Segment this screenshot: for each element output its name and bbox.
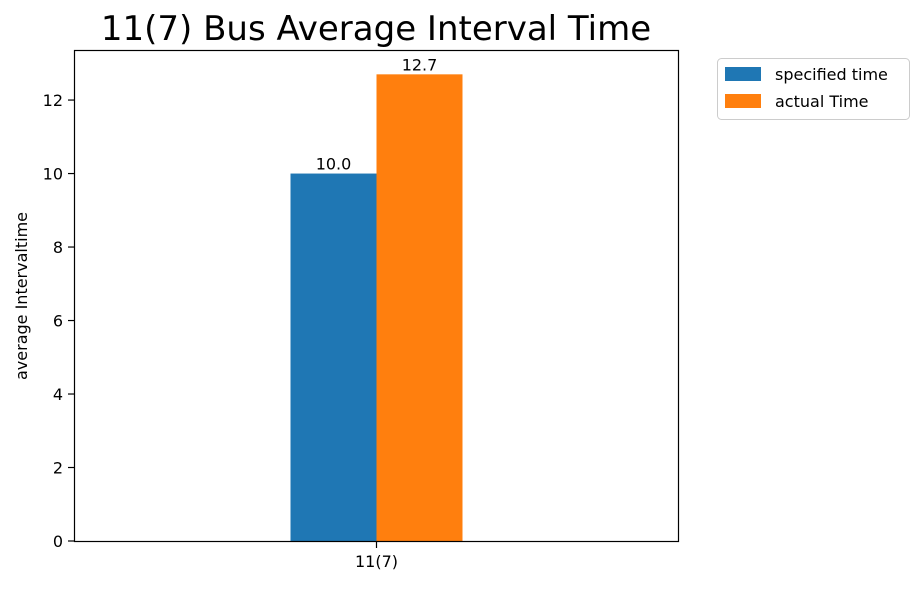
y-axis: 0 2 4 6 8 10 12 bbox=[43, 91, 75, 551]
y-tick-label-4: 4 bbox=[53, 385, 63, 404]
bars-layer bbox=[290, 74, 463, 541]
y-tick-label-6: 6 bbox=[53, 312, 63, 331]
y-tick-label-2: 2 bbox=[53, 459, 63, 478]
plot-frame bbox=[73, 49, 680, 543]
y-tick-label-12: 12 bbox=[43, 91, 63, 110]
legend-swatch-actual-time bbox=[725, 94, 761, 108]
legend-label-actual-time: actual Time bbox=[775, 92, 869, 111]
data-label-specified-time: 10.0 bbox=[316, 155, 352, 174]
legend: specified time actual Time bbox=[717, 58, 910, 120]
chart-title: 11(7) Bus Average Interval Time bbox=[101, 9, 651, 49]
legend-frame bbox=[717, 58, 910, 120]
legend-swatch-specified-time bbox=[725, 67, 761, 81]
data-labels: 10.0 12.7 bbox=[316, 55, 438, 173]
y-tick-label-10: 10 bbox=[43, 165, 63, 184]
bar-actual-time bbox=[376, 74, 463, 541]
y-tick-label-8: 8 bbox=[53, 238, 63, 257]
x-tick-label: 11(7) bbox=[355, 552, 398, 571]
data-label-actual-time: 12.7 bbox=[402, 55, 438, 74]
y-axis-label: average Intervaltime bbox=[12, 212, 31, 380]
legend-label-specified-time: specified time bbox=[775, 65, 888, 84]
bar-specified-time bbox=[290, 173, 377, 541]
y-tick-label-0: 0 bbox=[53, 532, 63, 551]
x-axis: 11(7) bbox=[355, 541, 398, 571]
